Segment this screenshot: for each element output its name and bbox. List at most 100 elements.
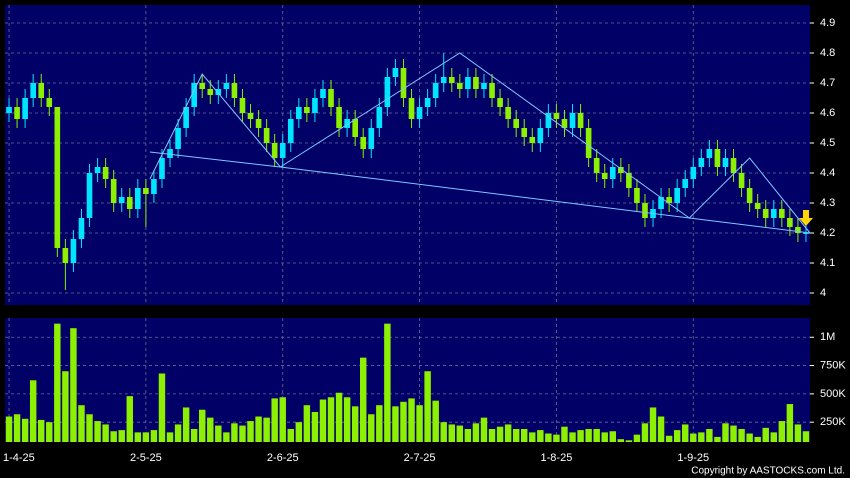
candle-body bbox=[38, 83, 45, 98]
volume-bar bbox=[537, 430, 544, 442]
candle-body bbox=[392, 68, 399, 77]
y-tick-label: 4.8 bbox=[820, 47, 835, 59]
volume-bar bbox=[794, 424, 802, 442]
volume-bar bbox=[561, 426, 568, 442]
volume-bar bbox=[609, 431, 616, 442]
candle-body bbox=[666, 197, 672, 203]
volume-bar bbox=[504, 424, 512, 442]
candle-body bbox=[191, 83, 197, 107]
volume-bar bbox=[271, 398, 278, 442]
candle-body bbox=[94, 167, 101, 173]
volume-bar bbox=[529, 432, 536, 442]
volume-bar bbox=[38, 419, 45, 442]
candle-body bbox=[352, 119, 358, 137]
volume-bar bbox=[424, 371, 431, 442]
volume-bar bbox=[762, 427, 769, 442]
candle-body bbox=[247, 113, 254, 119]
candle-body bbox=[634, 188, 640, 203]
y-tick-label: 4.5 bbox=[820, 137, 835, 149]
candle-body bbox=[6, 107, 12, 113]
candle-body bbox=[199, 83, 206, 89]
volume-bar bbox=[207, 417, 214, 442]
candle-body bbox=[231, 83, 238, 98]
volume-bar bbox=[673, 430, 681, 442]
volume-bar bbox=[392, 406, 399, 442]
candle-body bbox=[376, 107, 383, 128]
candle-body bbox=[746, 188, 753, 203]
volume-bar bbox=[126, 396, 133, 442]
candle-body bbox=[30, 83, 36, 98]
candle-body bbox=[320, 89, 326, 98]
volume-bar bbox=[21, 418, 29, 442]
candle-body bbox=[618, 167, 624, 173]
y-tick-label: 250K bbox=[820, 416, 846, 428]
candle-body bbox=[593, 158, 600, 173]
y-tick-label: 500K bbox=[820, 388, 846, 400]
x-tick-label: 2-7-25 bbox=[404, 452, 436, 464]
volume-bar bbox=[521, 428, 528, 442]
volume-bar bbox=[641, 423, 649, 442]
candle-body bbox=[102, 167, 109, 179]
candle-body bbox=[481, 83, 487, 89]
candle-body bbox=[497, 98, 503, 107]
candle-body bbox=[674, 188, 680, 203]
volume-bar bbox=[46, 422, 53, 442]
candle-body bbox=[215, 89, 222, 95]
volume-bar bbox=[376, 405, 383, 442]
volume-bar bbox=[335, 392, 343, 442]
candle-body bbox=[22, 98, 28, 119]
y-tick-label: 4.1 bbox=[820, 257, 835, 269]
volume-bar bbox=[593, 428, 600, 442]
volume-bar bbox=[488, 428, 496, 442]
x-tick-label: 2-6-25 bbox=[267, 452, 299, 464]
candle-body bbox=[400, 68, 407, 98]
volume-bar bbox=[448, 424, 455, 442]
y-tick-label: 750K bbox=[820, 359, 846, 371]
candle-body bbox=[642, 203, 648, 218]
price-panel bbox=[5, 5, 810, 305]
volume-bar bbox=[665, 435, 673, 442]
volume-bar bbox=[303, 405, 311, 442]
signal-arrow bbox=[798, 210, 813, 226]
volume-bar bbox=[706, 428, 713, 442]
y-tick-label: 4.3 bbox=[820, 197, 835, 209]
volume-bar bbox=[456, 425, 464, 442]
candle-body bbox=[448, 77, 455, 83]
candle-body bbox=[279, 143, 286, 158]
candle-body bbox=[682, 179, 689, 188]
candle-body bbox=[690, 167, 697, 179]
candle-body bbox=[787, 218, 793, 227]
candle-body bbox=[384, 77, 391, 107]
volume-bar bbox=[78, 405, 85, 442]
candle-body bbox=[408, 98, 415, 119]
candle-body bbox=[505, 107, 511, 119]
candle-body bbox=[255, 119, 262, 128]
candle-body bbox=[175, 128, 181, 149]
volume-bar bbox=[617, 439, 625, 442]
candle-body bbox=[529, 137, 536, 143]
volume-bar bbox=[174, 424, 182, 442]
volume-bar bbox=[94, 421, 101, 442]
volume-bar bbox=[585, 428, 592, 442]
volume-bar bbox=[384, 323, 391, 442]
candle-body bbox=[296, 107, 302, 119]
volume-bar bbox=[142, 432, 150, 442]
volume-bar bbox=[682, 424, 689, 442]
volume-bar bbox=[102, 424, 109, 442]
candle-body bbox=[110, 179, 117, 203]
volume-bar bbox=[649, 407, 657, 442]
x-tick-label: 2-5-25 bbox=[130, 452, 162, 464]
candle-body bbox=[489, 83, 495, 98]
x-tick-label: 1-4-25 bbox=[3, 452, 35, 464]
candle-body bbox=[126, 197, 133, 209]
volume-bar bbox=[54, 323, 61, 442]
candle-body bbox=[336, 107, 342, 128]
candle-body bbox=[465, 77, 471, 89]
y-tick-label: 4.4 bbox=[820, 167, 835, 179]
candle-body bbox=[432, 83, 439, 98]
volume-bar bbox=[464, 428, 472, 442]
volume-bar bbox=[440, 422, 447, 442]
candle-body bbox=[795, 227, 801, 233]
volume-bar bbox=[255, 416, 262, 442]
volume-bar bbox=[166, 432, 174, 442]
